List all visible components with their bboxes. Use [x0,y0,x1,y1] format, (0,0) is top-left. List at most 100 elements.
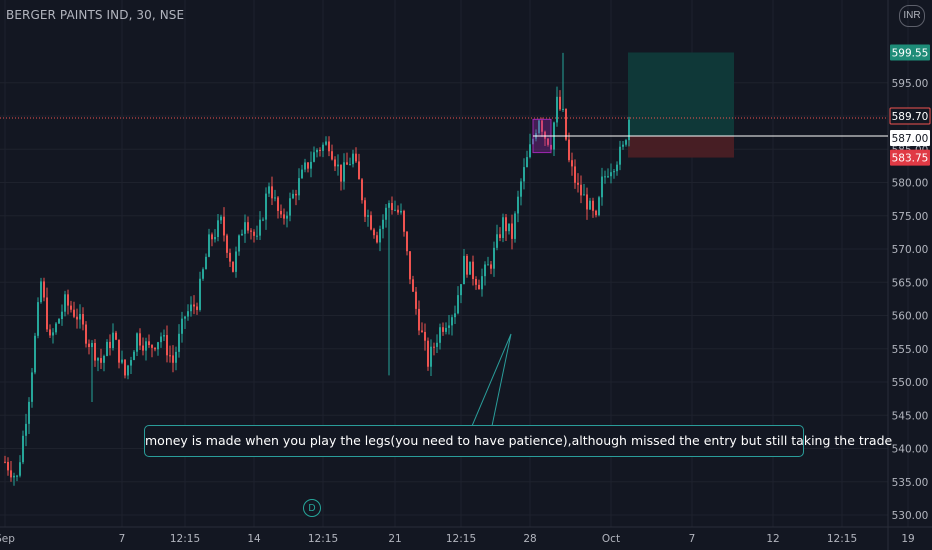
candle-body [628,119,630,141]
candle-body [13,475,15,478]
candle-body [28,401,30,424]
candle-body [337,164,339,167]
candle-body [55,323,57,333]
candle-body [235,251,237,272]
candle-body [409,251,411,280]
candle-body [421,330,423,332]
candle-body [166,335,168,356]
candle-body [598,197,600,216]
candle-body [610,172,612,177]
candle-body [139,333,141,346]
candle-body [523,167,525,182]
candle-body [589,200,591,210]
candle-body [73,309,75,317]
currency-badge[interactable]: INR [899,5,925,27]
candle-body [541,120,543,132]
candle-body [229,252,231,262]
profit-zone [628,52,734,136]
candle-body [187,311,189,317]
candle-body [400,210,402,213]
loss-zone [628,135,734,158]
x-tick-label: 14 [247,533,261,545]
candle-body [109,341,111,349]
candle-body [223,216,225,236]
candle-body [472,261,474,279]
candle-body [106,341,108,356]
candle-body [496,234,498,248]
candle-body [556,96,558,123]
candle-body [79,314,81,320]
candle-body [604,176,606,178]
candle-body [307,162,309,169]
y-tick-label: 560.00 [892,311,929,323]
candle-body [577,182,579,185]
y-tick-label: 530.00 [892,510,929,522]
candle-body [295,193,297,196]
x-tick-label: Oct [602,533,620,545]
candle-body [586,194,588,210]
candle-body [439,327,441,343]
candle-body [154,347,156,350]
candle-body [127,365,129,376]
candle-body [388,203,390,208]
candle-body [211,234,213,240]
candle-body [136,333,138,352]
candle-body [304,162,306,170]
candle-body [259,219,261,236]
candle-body [112,332,114,349]
x-tick-label: 19 [901,533,914,545]
x-tick-label: Sep [0,533,15,545]
candle-body [226,235,228,253]
x-tick-label: 12 [766,533,779,545]
candle-body [133,351,135,361]
dividend-marker[interactable]: D [303,499,321,517]
candle-body [244,222,246,234]
candle-body [208,234,210,257]
candle-body [595,210,597,216]
candle-body [148,341,150,345]
candle-body [310,161,312,169]
y-tick-label: 565.00 [892,277,929,289]
candle-body [40,281,42,303]
candle-body [91,342,93,348]
candle-body [43,281,45,298]
candle-body [580,184,582,196]
candle-body [118,339,120,363]
candle-body [178,333,180,352]
candle-body [607,176,609,178]
candle-body [415,291,417,309]
candle-body [268,186,270,194]
candle-body [505,217,507,232]
candle-body [529,144,531,158]
candle-body [46,297,48,330]
symbol-title: BERGER PAINTS IND, 30, NSE [6,8,185,22]
candle-body [445,327,447,332]
candle-body [331,151,333,160]
y-tick-label: 575.00 [892,211,929,223]
annotation-callout[interactable]: money is made when you play the legs(you… [144,425,892,457]
candle-body [250,230,252,232]
candle-body [76,316,78,320]
candle-body [67,294,69,306]
candle-body [31,372,33,402]
x-tick-label: 12:15 [446,533,476,545]
candle-body [301,169,303,179]
y-tick-label: 580.00 [892,178,929,190]
x-tick-label: 21 [388,533,401,545]
price-badge-stop [890,149,930,166]
candle-body [520,181,522,197]
candle-body [373,229,375,236]
candle-body [97,358,99,361]
candle-body [622,144,624,147]
candle-body [418,308,420,331]
candle-body [88,343,90,348]
candle-body [277,197,279,211]
candle-body [286,215,288,219]
candle-body [49,329,51,336]
candle-body [358,161,360,180]
candle-body [469,261,471,275]
candle-body [382,219,384,229]
candle-body [214,236,216,240]
candle-body [508,223,510,232]
